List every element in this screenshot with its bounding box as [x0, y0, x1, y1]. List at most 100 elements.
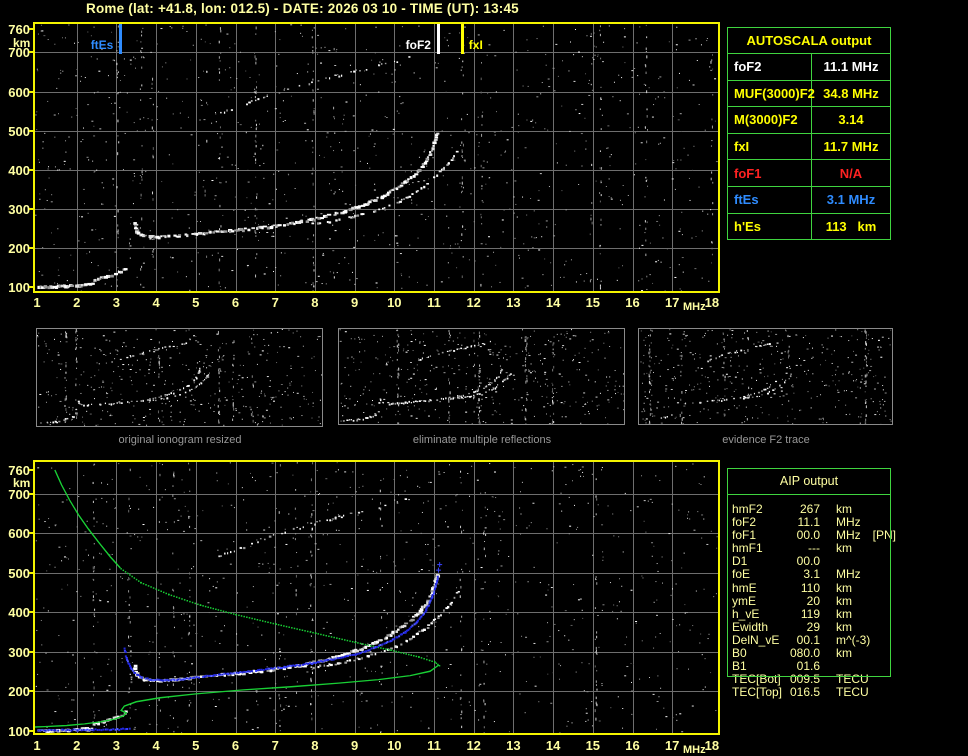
- autoscala-row-value: 3.1 MHz: [826, 192, 876, 208]
- y-axis-label: 300: [8, 644, 30, 660]
- autoscala-row: MUF(3000)F2 34.8 MHz: [728, 79, 890, 107]
- aip-row-label: foF1: [732, 528, 757, 543]
- x-axis-label: 9: [350, 738, 359, 753]
- y-axis-tick: [29, 730, 34, 732]
- y-axis-label: 700: [8, 45, 30, 61]
- x-axis-label: 4: [152, 295, 160, 310]
- autoscala-row-value: 34.8 MHz: [823, 85, 879, 101]
- autoscala-row-label: ftEs: [728, 186, 812, 213]
- y-axis-tick: [29, 90, 34, 93]
- aip-row-label: ymE: [732, 593, 756, 608]
- aip-row-unit: TECU: [836, 685, 869, 700]
- thumbnail-multiples-caption: eliminate multiple reflections: [412, 434, 552, 446]
- aip-row-label: hmF2: [732, 502, 763, 516]
- aip-row-value: 3.1: [803, 567, 820, 582]
- autoscala-row-value: 11.1 MHz: [823, 59, 879, 75]
- aip-row: foE 3.1 MHz: [727, 568, 891, 581]
- x-axis-label: 6: [231, 738, 240, 753]
- aip-row-value: 01.6: [796, 659, 820, 674]
- aip-row-value: 20: [806, 593, 820, 608]
- aip-row-value: 080.0: [789, 646, 820, 661]
- aip-row-label: h_vE: [732, 606, 760, 621]
- autoscala-row-value: 11.7 MHz: [823, 139, 879, 155]
- y-axis-label: 500: [8, 123, 30, 139]
- autoscala-row: M(3000)F2 3.14: [728, 106, 890, 133]
- aip-row-unit: km: [836, 541, 852, 556]
- x-axis-label: 9: [350, 295, 359, 310]
- x-axis-label: 8: [311, 295, 319, 310]
- aip-row-unit: km: [836, 580, 852, 595]
- autoscala-row-label: MUF(3000)F2: [728, 80, 815, 107]
- fxi-marker-label: fxI: [468, 38, 483, 52]
- aip-row-unit: km: [836, 593, 852, 608]
- y-axis-tick: [29, 611, 34, 614]
- aip-row-label: DelN_vE: [732, 632, 780, 647]
- aip-table-title: AIP output: [727, 468, 891, 495]
- x-axis-label: 5: [192, 295, 200, 310]
- y-axis-tick: [29, 286, 34, 288]
- bottom-ionogram-canvas: [35, 462, 718, 733]
- aip-row-value: 110: [800, 580, 820, 595]
- x-axis-label: 11: [427, 295, 441, 310]
- fof2-marker-label: foF2: [405, 38, 431, 52]
- aip-row: ymE 20 km: [727, 595, 891, 608]
- fxi-marker-line: [460, 24, 464, 54]
- x-axis-label: 15: [585, 295, 601, 310]
- x-axis-label: 6: [231, 295, 240, 310]
- autoscala-row: ftEs 3.1 MHz: [728, 185, 890, 213]
- x-axis-unit-label: MHz: [683, 744, 706, 756]
- aip-row: DelN_vE 00.1 m^(-3): [727, 634, 891, 647]
- aip-row-unit: km: [836, 646, 852, 661]
- x-axis-label: 7: [271, 738, 279, 753]
- y-axis-label: 400: [8, 162, 30, 178]
- aip-row-value: 267: [799, 502, 820, 516]
- aip-row: B0 080.0 km: [727, 647, 891, 660]
- y-axis-tick: [29, 492, 34, 495]
- aip-row-value: 016.5: [789, 685, 820, 700]
- y-axis-tick: [29, 690, 34, 693]
- y-axis-label: 100: [8, 280, 30, 295]
- autoscala-row: foF2 11.1 MHz: [728, 53, 890, 80]
- x-axis-label: 5: [192, 738, 200, 753]
- y-axis-unit-label: km: [13, 36, 31, 50]
- x-axis-label: 17: [664, 738, 680, 753]
- aip-row-value: 11.1: [797, 515, 820, 530]
- y-axis-tick: [29, 532, 34, 535]
- aip-row-label: foE: [732, 567, 751, 582]
- y-axis-tick: [29, 129, 34, 132]
- autoscala-row: fxI 11.7 MHz: [728, 132, 890, 160]
- aip-row: foF2 11.1 MHz: [727, 516, 891, 529]
- autoscala-row-value: 3.14: [838, 112, 864, 128]
- aip-row: hmE 110 km: [727, 582, 891, 595]
- aip-row: B1 01.6: [727, 660, 891, 673]
- aip-row-label: foF2: [732, 515, 757, 530]
- y-axis-unit-label: km: [13, 476, 31, 490]
- aip-row-value: 00.1: [796, 632, 820, 647]
- autoscala-row-label: fxI: [728, 133, 812, 160]
- x-axis-label: 18: [704, 738, 720, 753]
- y-axis-tick: [29, 571, 34, 574]
- x-axis-label: 14: [545, 295, 561, 310]
- aip-row-label: hmF1: [732, 541, 763, 556]
- autoscala-table-title: AUTOSCALA output: [746, 33, 872, 48]
- x-axis-label: 8: [311, 738, 319, 753]
- x-axis-label: 14: [545, 738, 561, 753]
- aip-row: h_vE 119 km: [727, 608, 891, 621]
- x-axis-label: 4: [152, 738, 160, 753]
- aip-row-unit: MHz: [836, 515, 861, 530]
- x-axis-label: 2: [73, 295, 81, 310]
- ftes-marker-label: ftEs: [90, 38, 114, 52]
- aip-row-extra: [PN]: [872, 528, 897, 543]
- aip-row-unit: m^(-3): [836, 632, 871, 647]
- aip-row-unit: km: [836, 502, 852, 516]
- aip-row-label: B0: [732, 646, 747, 661]
- y-axis-label: 700: [8, 486, 30, 502]
- autoscala-row-value: 113 km: [825, 218, 877, 234]
- x-axis-label: 10: [387, 295, 402, 310]
- x-axis-label: 12: [466, 738, 481, 753]
- y-axis-label: 760: [8, 462, 30, 478]
- x-axis-label: 16: [625, 738, 640, 753]
- y-axis-label: 400: [8, 605, 30, 621]
- thumbnail-f2trace-canvas: [639, 329, 892, 424]
- y-axis-tick: [29, 207, 34, 210]
